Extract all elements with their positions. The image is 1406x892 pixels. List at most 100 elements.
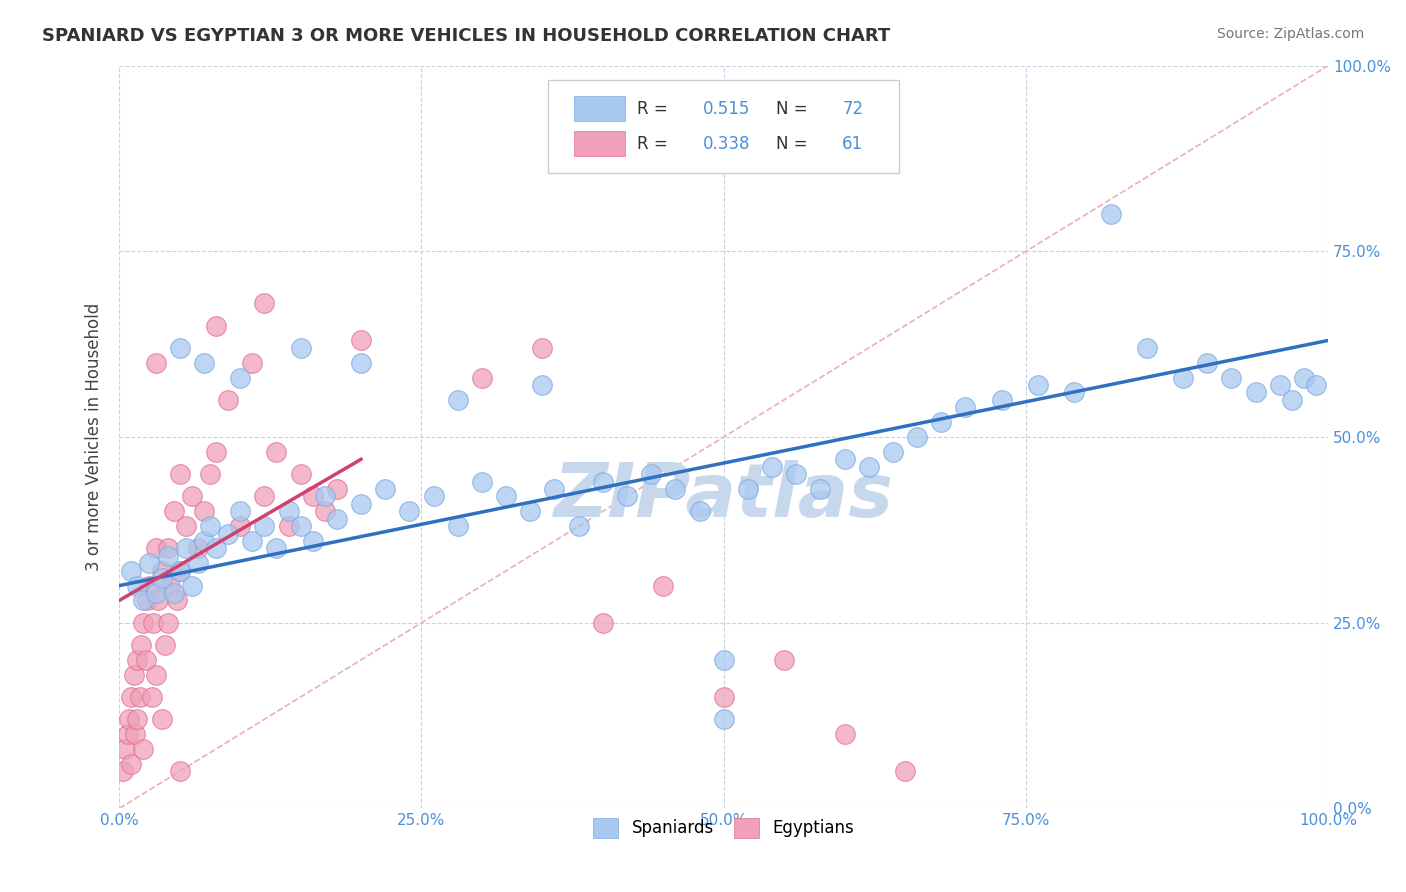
Point — [314, 504, 336, 518]
Y-axis label: 3 or more Vehicles in Household: 3 or more Vehicles in Household — [86, 303, 103, 571]
Point — [350, 334, 373, 348]
Point — [1063, 385, 1085, 400]
Point — [398, 504, 420, 518]
Point — [150, 564, 173, 578]
Point — [145, 541, 167, 556]
Point — [174, 519, 197, 533]
Point — [1220, 370, 1243, 384]
Point — [163, 504, 186, 518]
Point — [773, 653, 796, 667]
Point — [253, 519, 276, 533]
Point — [142, 615, 165, 630]
Point — [145, 667, 167, 681]
Point — [174, 541, 197, 556]
Point — [132, 615, 155, 630]
Text: ZIPatlas: ZIPatlas — [554, 460, 894, 533]
Point — [495, 490, 517, 504]
Point — [290, 519, 312, 533]
Point — [471, 475, 494, 489]
Point — [217, 526, 239, 541]
Point — [1136, 341, 1159, 355]
Point — [132, 742, 155, 756]
Point — [447, 392, 470, 407]
Point — [120, 690, 142, 704]
Point — [205, 541, 228, 556]
Point — [277, 519, 299, 533]
Point — [229, 519, 252, 533]
Text: 72: 72 — [842, 100, 863, 118]
Point — [253, 490, 276, 504]
Point — [127, 578, 149, 592]
Point — [326, 512, 349, 526]
Point — [169, 467, 191, 482]
Point — [198, 467, 221, 482]
Point — [1292, 370, 1315, 384]
Point — [127, 712, 149, 726]
Point — [905, 430, 928, 444]
Point — [180, 578, 202, 592]
Point — [471, 370, 494, 384]
Point — [301, 490, 323, 504]
Point — [141, 690, 163, 704]
Point — [180, 490, 202, 504]
Point — [166, 593, 188, 607]
Point — [114, 742, 136, 756]
Point — [138, 578, 160, 592]
Point — [156, 615, 179, 630]
Point — [127, 653, 149, 667]
Point — [326, 482, 349, 496]
Legend: Spaniards, Egyptians: Spaniards, Egyptians — [586, 811, 860, 845]
Point — [568, 519, 591, 533]
FancyBboxPatch shape — [574, 131, 624, 156]
Point — [253, 296, 276, 310]
Point — [785, 467, 807, 482]
Text: 0.515: 0.515 — [703, 100, 751, 118]
Text: 0.338: 0.338 — [703, 135, 751, 153]
Point — [193, 534, 215, 549]
Point — [616, 490, 638, 504]
Point — [664, 482, 686, 496]
Point — [447, 519, 470, 533]
Point — [120, 756, 142, 771]
Point — [229, 504, 252, 518]
Point — [531, 341, 554, 355]
Point — [858, 459, 880, 474]
Text: R =: R = — [637, 100, 672, 118]
Point — [155, 638, 177, 652]
Text: R =: R = — [637, 135, 672, 153]
Point — [1197, 356, 1219, 370]
Point — [882, 445, 904, 459]
Text: N =: N = — [776, 135, 813, 153]
Point — [640, 467, 662, 482]
Point — [145, 586, 167, 600]
Point — [150, 571, 173, 585]
Point — [531, 378, 554, 392]
Point — [810, 482, 832, 496]
Point — [713, 653, 735, 667]
Point — [689, 504, 711, 518]
Point — [1281, 392, 1303, 407]
Point — [169, 341, 191, 355]
Point — [301, 534, 323, 549]
Point — [129, 638, 152, 652]
Point — [592, 475, 614, 489]
Point — [117, 727, 139, 741]
Text: Source: ZipAtlas.com: Source: ZipAtlas.com — [1216, 27, 1364, 41]
Point — [205, 318, 228, 333]
Point — [135, 653, 157, 667]
Point — [163, 586, 186, 600]
Point — [543, 482, 565, 496]
Point — [929, 415, 952, 429]
Point — [990, 392, 1012, 407]
Point — [159, 578, 181, 592]
Point — [314, 490, 336, 504]
FancyBboxPatch shape — [574, 96, 624, 121]
Point — [169, 764, 191, 779]
Text: 61: 61 — [842, 135, 863, 153]
Point — [240, 356, 263, 370]
Point — [1026, 378, 1049, 392]
Point — [156, 541, 179, 556]
Point — [169, 564, 191, 578]
Point — [145, 356, 167, 370]
Point — [229, 370, 252, 384]
